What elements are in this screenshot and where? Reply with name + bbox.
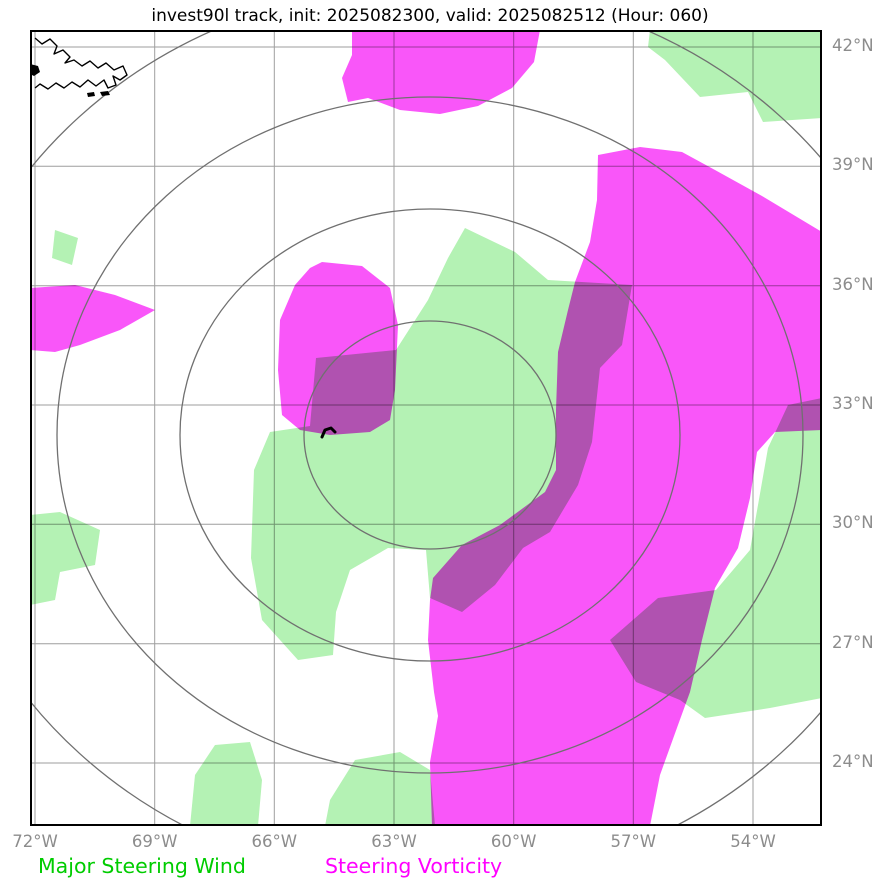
steering-vorticity-region xyxy=(278,262,398,435)
x-tick-label: 72°W xyxy=(12,832,58,851)
range-ring xyxy=(179,208,681,662)
steering-vorticity-region xyxy=(342,30,540,114)
coastline xyxy=(34,37,128,90)
y-axis-labels: 42°N 39°N 36°N 33°N 30°N 27°N 24°N xyxy=(830,0,896,830)
y-tick-label: 39°N xyxy=(832,155,874,175)
y-tick-label: 24°N xyxy=(832,752,874,771)
steering-wind-region xyxy=(190,742,262,826)
island xyxy=(100,91,110,96)
x-tick-label: 66°W xyxy=(251,832,298,851)
x-tick-label: 60°W xyxy=(490,832,537,851)
island xyxy=(87,92,95,97)
x-tick-label: 54°W xyxy=(730,832,776,851)
steering-vorticity-region xyxy=(30,285,155,352)
map-canvas xyxy=(30,30,822,826)
y-tick-label: 33°N xyxy=(832,394,874,413)
range-ring xyxy=(303,320,557,550)
plot-border xyxy=(30,30,822,826)
island xyxy=(30,64,40,76)
y-tick-label: 42°N xyxy=(832,36,874,55)
y-tick-label: 36°N xyxy=(832,274,874,294)
legend-item-steering-vorticity: Steering Vorticity xyxy=(325,854,503,878)
steering-vorticity-region xyxy=(428,147,822,826)
steering-wind-region xyxy=(52,230,78,265)
steering-wind-region xyxy=(30,512,100,605)
x-tick-label: 69°W xyxy=(131,832,178,851)
range-ring xyxy=(56,96,804,774)
storm-position-marker xyxy=(320,426,337,439)
x-tick-label: 57°W xyxy=(610,832,657,851)
steering-wind-region xyxy=(325,752,435,826)
steering-wind-region xyxy=(251,228,632,660)
x-tick-label: 63°W xyxy=(371,832,417,851)
y-tick-label: 27°N xyxy=(832,632,874,652)
y-tick-label: 30°N xyxy=(832,513,874,533)
chart-title: invest90l track, init: 2025082300, valid… xyxy=(151,6,709,26)
legend: Major Steering Wind Steering Vorticity xyxy=(38,854,858,884)
legend-item-steering-wind: Major Steering Wind xyxy=(38,854,246,878)
x-axis-labels: 72°W 69°W 66°W 63°W 60°W 57°W 54°W xyxy=(0,832,896,856)
